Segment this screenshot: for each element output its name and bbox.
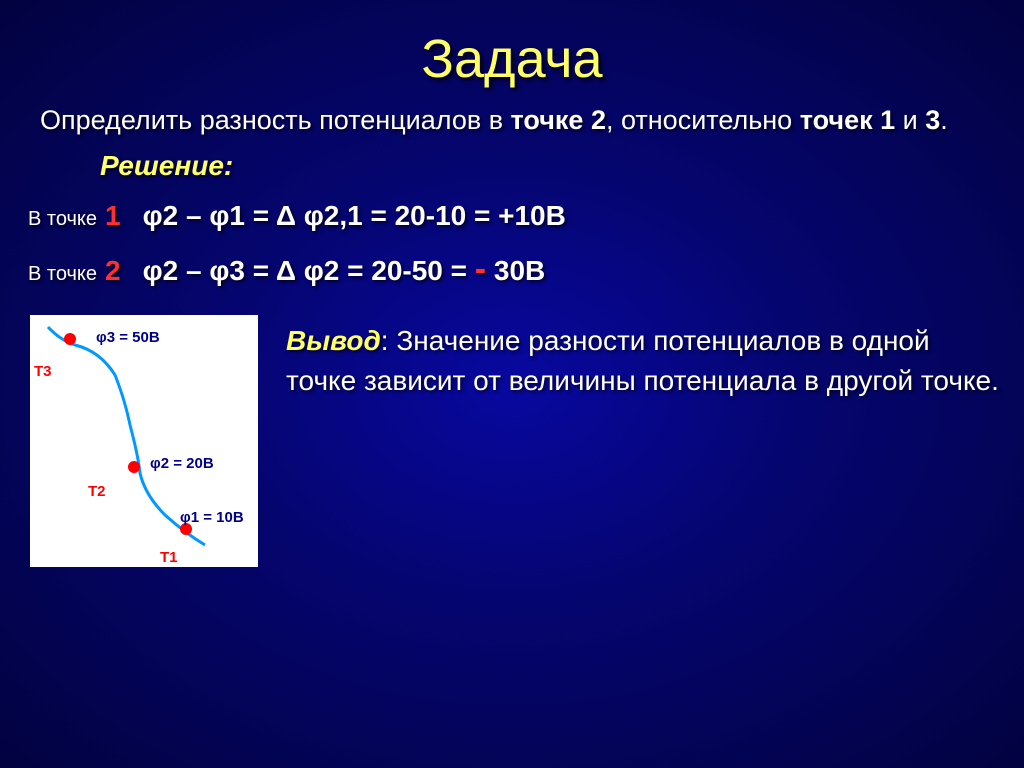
problem-bold-3: 3 [925, 105, 940, 135]
point-label: T1 [160, 549, 178, 566]
solution-heading: Решение: [0, 140, 1024, 182]
phi-label: φ1 = 10B [180, 509, 244, 526]
eq2-minus-sign: - [475, 250, 486, 288]
problem-bold-2: точек 1 [800, 105, 895, 135]
potential-diagram: T3 φ3 = 50B T2 φ2 = 20B T1 φ1 = 10B [30, 315, 258, 567]
problem-text-2: , относительно [606, 105, 800, 135]
curve-svg [30, 315, 258, 567]
problem-text-4: . [940, 105, 948, 135]
eq2-text-a: φ2 – φ3 = Δ φ2 = 20-50 = [143, 255, 475, 286]
bottom-row: T3 φ3 = 50B T2 φ2 = 20B T1 φ1 = 10B Вывод: Зн… [0, 289, 1024, 567]
problem-bold-1: точке 2 [511, 105, 606, 135]
conclusion-text: : Значение разности потенциалов в одной … [286, 325, 999, 397]
problem-statement: Определить разность потенциалов в точке … [0, 90, 1024, 140]
eq1-point-number: 1 [97, 200, 129, 232]
point-label: T2 [88, 483, 106, 500]
eq1-prefix: В точке [28, 208, 97, 231]
phi-label: φ3 = 50B [96, 329, 160, 346]
eq2-expression: φ2 – φ3 = Δ φ2 = 20-50 = - 30В [129, 250, 546, 289]
equation-row-1: В точке 1 φ2 – φ1 = Δ φ2,1 = 20-10 = +10… [0, 182, 1024, 232]
eq2-point-number: 2 [97, 255, 129, 287]
slide-title: Задача [0, 0, 1024, 90]
point-label: T3 [34, 363, 52, 380]
eq2-text-b: 30В [486, 255, 545, 286]
problem-text-1: Определить разность потенциалов в [40, 105, 511, 135]
eq1-expression: φ2 – φ1 = Δ φ2,1 = 20-10 = +10В [129, 200, 566, 232]
point-dot [64, 333, 76, 345]
phi-label: φ2 = 20B [150, 455, 214, 472]
problem-text-3: и [895, 105, 925, 135]
conclusion-block: Вывод: Значение разности потенциалов в о… [286, 315, 1024, 402]
equation-row-2: В точке 2 φ2 – φ3 = Δ φ2 = 20-50 = - 30В [0, 232, 1024, 289]
point-dot [128, 461, 140, 473]
conclusion-label: Вывод [286, 325, 381, 356]
eq2-prefix: В точке [28, 263, 97, 286]
